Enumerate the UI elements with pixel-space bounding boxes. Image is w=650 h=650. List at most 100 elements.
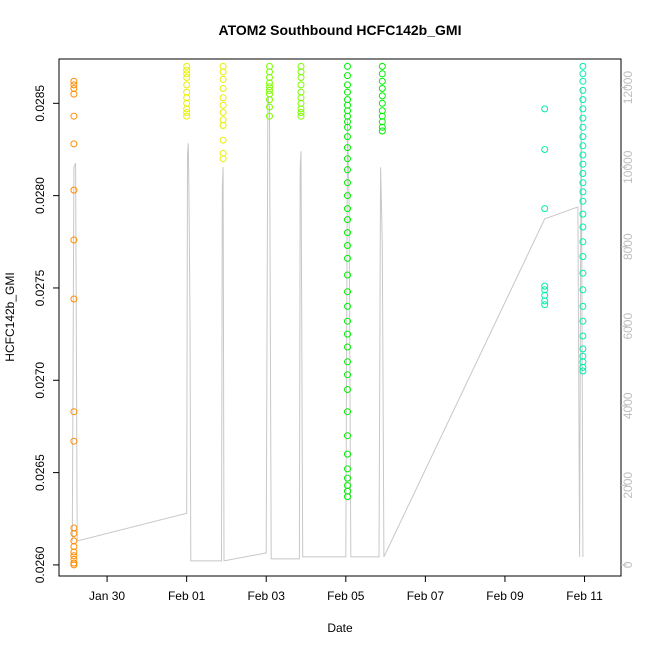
data-point-s0-3 bbox=[70, 90, 78, 98]
data-point-s3-20 bbox=[344, 254, 351, 262]
data-point-s3-32 bbox=[344, 450, 351, 458]
y-tick-label-3: 0.0275 bbox=[33, 269, 47, 306]
data-point-s4-17 bbox=[579, 142, 587, 150]
data-point-s2-8 bbox=[266, 103, 273, 111]
x-tick-label-4: Feb 07 bbox=[407, 589, 445, 603]
data-point-s2-17 bbox=[297, 105, 305, 113]
data-point-s4-8 bbox=[579, 62, 587, 70]
data-point-s1-13 bbox=[219, 75, 227, 83]
data-point-s2-12 bbox=[297, 74, 305, 81]
y-tick-label-1: 0.0265 bbox=[33, 454, 47, 491]
data-point-s3-29 bbox=[344, 386, 351, 393]
data-point-s1-4 bbox=[183, 81, 191, 89]
data-point-s1-15 bbox=[219, 94, 227, 102]
data-point-s4-23 bbox=[579, 197, 587, 205]
data-point-s3-42 bbox=[378, 92, 386, 100]
data-point-s4-13 bbox=[579, 105, 587, 113]
data-point-s1-17 bbox=[219, 109, 227, 116]
data-point-s3-19 bbox=[344, 242, 351, 249]
data-point-s0-0 bbox=[70, 77, 78, 85]
data-point-s0-6 bbox=[70, 186, 78, 194]
y2-tick-label-3: 6000 bbox=[621, 313, 635, 340]
data-point-s4-3 bbox=[541, 282, 549, 290]
data-point-s4-32 bbox=[579, 332, 587, 340]
data-point-s4-18 bbox=[579, 151, 587, 159]
data-point-s4-31 bbox=[579, 317, 587, 325]
data-point-s3-16 bbox=[344, 205, 351, 213]
data-point-s4-12 bbox=[579, 96, 587, 104]
y-tick-label-5: 0.0285 bbox=[33, 85, 47, 122]
x-tick-label-0: Jan 30 bbox=[89, 589, 125, 603]
data-point-s0-9 bbox=[70, 408, 78, 416]
data-point-s0-15 bbox=[70, 548, 78, 556]
data-point-s1-22 bbox=[219, 155, 227, 163]
data-point-s3-10 bbox=[344, 133, 351, 141]
data-point-s3-25 bbox=[344, 330, 351, 338]
data-point-s4-33 bbox=[579, 345, 587, 353]
data-point-s4-0 bbox=[541, 105, 549, 113]
data-point-s4-6 bbox=[541, 297, 549, 305]
data-point-s1-0 bbox=[183, 62, 191, 70]
altitude-line bbox=[71, 87, 584, 562]
data-point-s4-9 bbox=[579, 70, 587, 78]
y2-tick-label-1: 2000 bbox=[621, 472, 635, 499]
data-point-s2-19 bbox=[297, 112, 305, 120]
data-point-s1-1 bbox=[183, 66, 191, 74]
data-point-s3-1 bbox=[344, 72, 351, 80]
data-point-s1-3 bbox=[183, 74, 191, 81]
x-tick-label-6: Feb 11 bbox=[566, 589, 603, 603]
data-point-s2-18 bbox=[297, 109, 305, 116]
data-point-s3-33 bbox=[344, 465, 351, 473]
data-point-s4-27 bbox=[579, 253, 587, 261]
data-point-s3-38 bbox=[378, 62, 386, 70]
data-point-s3-3 bbox=[344, 88, 351, 96]
data-point-s4-25 bbox=[579, 223, 587, 231]
data-point-s3-47 bbox=[378, 123, 386, 131]
chart-title: ATOM2 Southbound HCFC142b_GMI bbox=[219, 22, 462, 38]
data-point-s3-43 bbox=[378, 99, 386, 107]
y2-tick-label-2: 4000 bbox=[621, 392, 635, 419]
data-point-s1-19 bbox=[219, 122, 227, 129]
x-axis-label: Date bbox=[327, 621, 353, 635]
data-point-s3-41 bbox=[378, 85, 386, 92]
data-point-s2-3 bbox=[266, 79, 273, 87]
data-point-s0-19 bbox=[70, 561, 78, 569]
data-point-s1-5 bbox=[183, 88, 191, 96]
data-point-s3-9 bbox=[344, 123, 351, 131]
data-point-s4-15 bbox=[579, 123, 587, 131]
data-point-s3-21 bbox=[344, 271, 351, 279]
y-axis-label: HCFC142b_GMI bbox=[3, 272, 17, 361]
data-point-s4-24 bbox=[579, 210, 587, 218]
data-point-s2-9 bbox=[266, 112, 273, 120]
data-point-s0-8 bbox=[70, 295, 78, 303]
data-point-s1-10 bbox=[183, 112, 191, 120]
data-point-s0-10 bbox=[70, 437, 78, 445]
data-point-s4-1 bbox=[541, 146, 549, 153]
data-point-s4-28 bbox=[579, 269, 587, 277]
data-point-s3-40 bbox=[378, 77, 386, 85]
data-point-s3-22 bbox=[344, 288, 351, 296]
data-point-s3-18 bbox=[344, 229, 351, 237]
altitude-line-layer bbox=[71, 87, 584, 562]
data-point-s3-48 bbox=[378, 127, 386, 135]
secondary-y-axis: 0 2000 4000 6000 8000 10000 12000 bbox=[621, 71, 635, 568]
data-points-layer bbox=[70, 62, 587, 569]
x-tick-label-2: Feb 03 bbox=[248, 589, 286, 603]
data-point-s4-22 bbox=[579, 188, 587, 196]
data-point-s2-13 bbox=[297, 81, 305, 89]
data-point-s1-20 bbox=[219, 136, 227, 144]
data-point-s3-17 bbox=[344, 216, 351, 224]
data-point-s4-14 bbox=[579, 114, 587, 122]
data-point-s1-16 bbox=[219, 101, 227, 109]
data-point-s3-23 bbox=[344, 302, 351, 310]
data-point-s4-7 bbox=[541, 301, 549, 309]
data-point-s0-5 bbox=[70, 140, 78, 148]
x-tick-label-1: Feb 01 bbox=[168, 589, 206, 603]
data-point-s4-2 bbox=[541, 205, 549, 213]
data-point-s3-0 bbox=[344, 62, 351, 70]
data-point-s3-39 bbox=[378, 70, 386, 78]
data-point-s3-30 bbox=[344, 408, 351, 416]
data-point-s1-8 bbox=[183, 105, 191, 113]
data-point-s3-26 bbox=[344, 343, 351, 351]
